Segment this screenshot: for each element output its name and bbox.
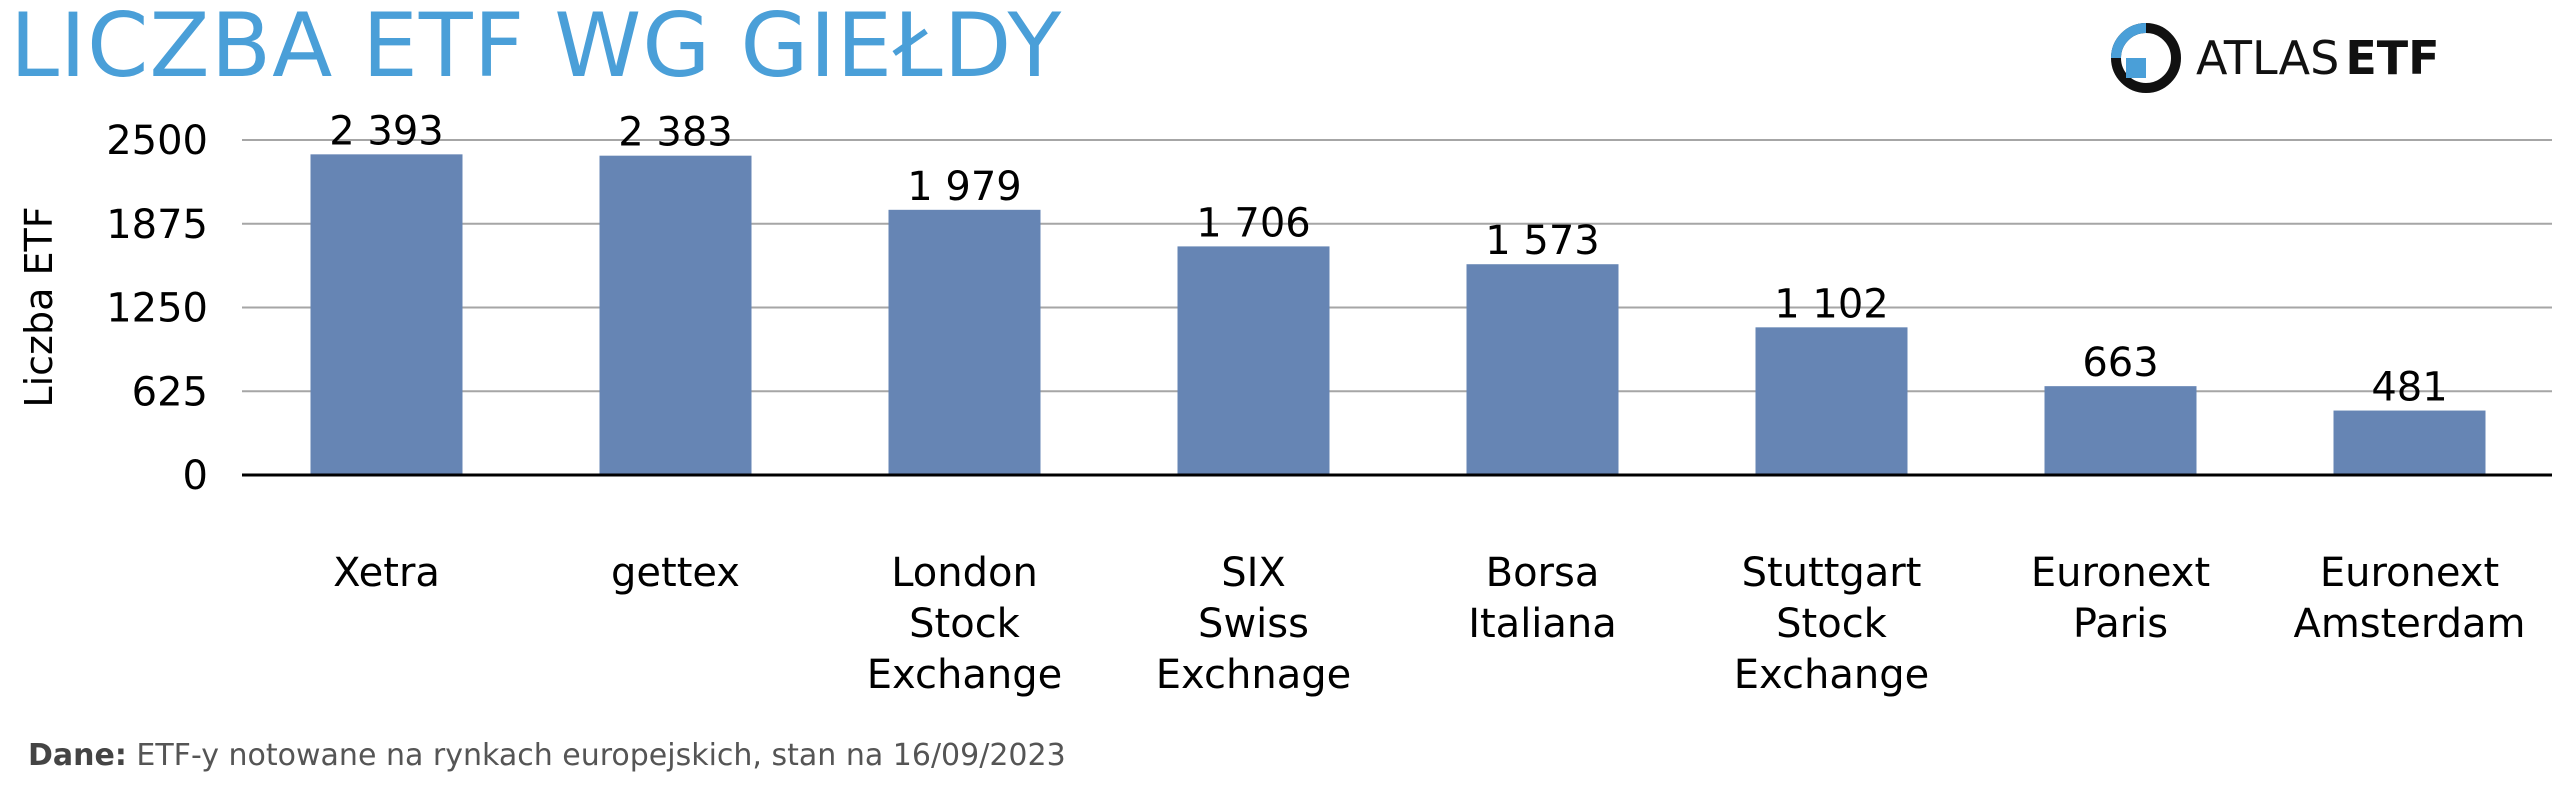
source-text: ETF-y notowane na rynkach europejskich, …	[136, 738, 1066, 773]
page-title: LICZBA ETF WG GIEŁDY	[10, 0, 1063, 97]
x-category-label: Xetra	[333, 550, 440, 596]
y-axis-label: Liczba ETF	[17, 206, 61, 407]
data-label: 663	[2082, 340, 2158, 386]
x-category-label: Euronext	[2031, 550, 2210, 596]
data-labels: 2 393 2 383 1 979 1 706 1 573 1 102 663 481	[329, 108, 2447, 410]
data-label: 2 393	[329, 108, 444, 154]
data-label: 1 573	[1485, 218, 1600, 264]
x-category-label: Exchange	[867, 652, 1062, 698]
y-tick-labels: 0 625 1250 1875 2500	[106, 118, 208, 499]
x-category-label: Stuttgart	[1742, 550, 1922, 596]
y-tick-label: 2500	[106, 118, 208, 164]
bar	[2044, 386, 2197, 475]
bar	[1177, 246, 1330, 475]
x-category-label: Italiana	[1468, 601, 1617, 647]
bar	[310, 154, 463, 475]
y-tick-label: 1250	[106, 286, 208, 332]
y-tick-label: 625	[132, 369, 208, 415]
x-category-label: Stock	[1776, 601, 1888, 647]
logo-word-atlas: ATLAS	[2196, 31, 2340, 85]
bar-chart: 0 625 1250 1875 2500 2 393 2 383 1 979 1 706 1 5…	[17, 108, 2552, 698]
data-label: 1 706	[1196, 200, 1311, 246]
x-category-label: London	[891, 550, 1038, 596]
bar	[1755, 327, 1908, 475]
y-tick-label: 0	[183, 453, 208, 499]
x-category-label: Exchange	[1734, 652, 1929, 698]
bar	[2333, 410, 2486, 475]
bars	[310, 154, 2486, 476]
x-category-label: gettex	[611, 550, 740, 596]
x-category-label: Stock	[909, 601, 1021, 647]
logo: ATLAS ETF	[2110, 18, 2530, 98]
x-category-label: Borsa	[1486, 550, 1600, 596]
x-category-label: SIX	[1221, 550, 1286, 596]
data-label: 2 383	[618, 110, 733, 156]
x-category-label: Amsterdam	[2293, 601, 2525, 647]
source-note: Dane: ETF-y notowane na rynkach europejs…	[28, 738, 1066, 773]
bar	[1466, 264, 1619, 475]
source-label: Dane:	[28, 738, 127, 773]
data-label: 1 979	[907, 164, 1022, 210]
x-category-label: Exchnage	[1156, 652, 1351, 698]
gridlines	[242, 139, 2552, 393]
x-category-label: Euronext	[2320, 550, 2499, 596]
x-category-label: Swiss	[1198, 601, 1309, 647]
bar	[888, 209, 1041, 475]
logo-wordmark: ATLAS ETF	[2196, 31, 2440, 85]
atlas-etf-logo-icon	[2111, 23, 2181, 93]
x-category-labels: Xetra gettex London Stock Exchange SIX Swiss Ex…	[333, 550, 2525, 698]
bar	[599, 155, 752, 476]
data-label: 481	[2371, 365, 2447, 411]
x-category-label: Paris	[2073, 601, 2168, 647]
y-tick-label: 1875	[106, 202, 208, 248]
data-label: 1 102	[1774, 281, 1889, 327]
logo-word-etf: ETF	[2345, 31, 2440, 85]
